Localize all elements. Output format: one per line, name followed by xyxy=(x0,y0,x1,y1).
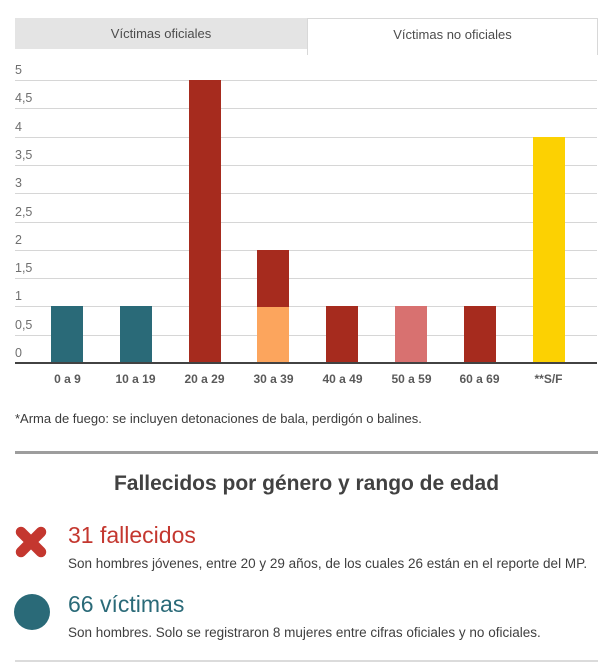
bar-segment-10-a-19[interactable] xyxy=(120,306,152,363)
y-axis-tick-label: 1 xyxy=(15,289,22,303)
bar-segment--S-F[interactable] xyxy=(533,137,565,363)
x-axis-label: **S/F xyxy=(534,372,563,386)
y-axis-tick-label: 1,5 xyxy=(15,261,33,275)
gridline xyxy=(15,165,597,166)
y-axis-tick-label: 0 xyxy=(15,346,22,360)
gridline xyxy=(15,222,597,223)
y-axis-tick-label: 4,5 xyxy=(15,91,33,105)
stat-heading-victimas: 66 víctimas xyxy=(68,591,185,617)
y-axis-tick-label: 2,5 xyxy=(15,205,33,219)
gridline xyxy=(15,80,597,81)
bar-segment-30-a-39[interactable] xyxy=(257,306,289,363)
gridline xyxy=(15,306,597,307)
gridline xyxy=(15,250,597,251)
stat-item-fallecidos: 31 fallecidos Son hombres jóvenes, entre… xyxy=(14,520,598,572)
gridline xyxy=(15,137,597,138)
y-axis-tick-label: 3 xyxy=(15,176,22,190)
bar-segment-40-a-49[interactable] xyxy=(326,306,358,363)
tab-bar: Víctimas oficiales Víctimas no oficiales xyxy=(15,18,598,56)
gridline xyxy=(15,108,597,109)
y-axis-tick-label: 5 xyxy=(15,63,22,77)
stat-description-fallecidos: Son hombres jóvenes, entre 20 y 29 años,… xyxy=(68,556,588,571)
tab-victimas-oficiales[interactable]: Víctimas oficiales xyxy=(15,18,307,49)
y-axis-tick-label: 3,5 xyxy=(15,148,33,162)
bottom-divider xyxy=(15,660,598,662)
chart-footnote: *Arma de fuego: se incluyen detonaciones… xyxy=(15,411,422,426)
bar-segment-0-a-9[interactable] xyxy=(51,306,83,363)
x-axis-label: 0 a 9 xyxy=(54,372,81,386)
x-axis-label: 30 a 39 xyxy=(253,372,294,386)
gridline xyxy=(15,278,597,279)
bar-segment-60-a-69[interactable] xyxy=(464,306,496,363)
bar-segment-20-a-29[interactable] xyxy=(189,80,221,363)
tab-victimas-no-oficiales[interactable]: Víctimas no oficiales xyxy=(307,18,598,55)
x-mark-icon xyxy=(14,520,50,572)
bar-chart: 0 0,5 1 1,5 2 2,5 3 3,5 4 4,5 5 0 a 9 10 a 19 20 a 29… xyxy=(15,63,597,386)
x-axis-label: 20 a 29 xyxy=(184,372,225,386)
x-axis-label: 40 a 49 xyxy=(322,372,363,386)
x-axis-line xyxy=(15,362,597,364)
section-title: Fallecidos por género y rango de edad xyxy=(113,472,500,495)
bar-segment-50-a-59[interactable] xyxy=(395,306,427,363)
stat-heading-fallecidos: 31 fallecidos xyxy=(68,522,196,548)
stat-item-victimas: 66 víctimas Son hombres. Solo se registr… xyxy=(14,589,598,641)
x-axis-label: 10 a 19 xyxy=(115,372,156,386)
y-axis-tick-label: 2 xyxy=(15,233,22,247)
x-axis-label: 50 a 59 xyxy=(391,372,432,386)
gridline xyxy=(15,335,597,336)
section-divider xyxy=(15,451,598,454)
gridline xyxy=(15,193,597,194)
y-axis-tick-label: 4 xyxy=(15,120,22,134)
bar-segment-30-a-39[interactable] xyxy=(257,250,289,307)
x-axis-label: 60 a 69 xyxy=(459,372,500,386)
y-axis-tick-label: 0,5 xyxy=(15,318,33,332)
filled-circle-icon xyxy=(14,589,50,641)
stat-description-victimas: Son hombres. Solo se registraron 8 mujer… xyxy=(68,625,541,640)
